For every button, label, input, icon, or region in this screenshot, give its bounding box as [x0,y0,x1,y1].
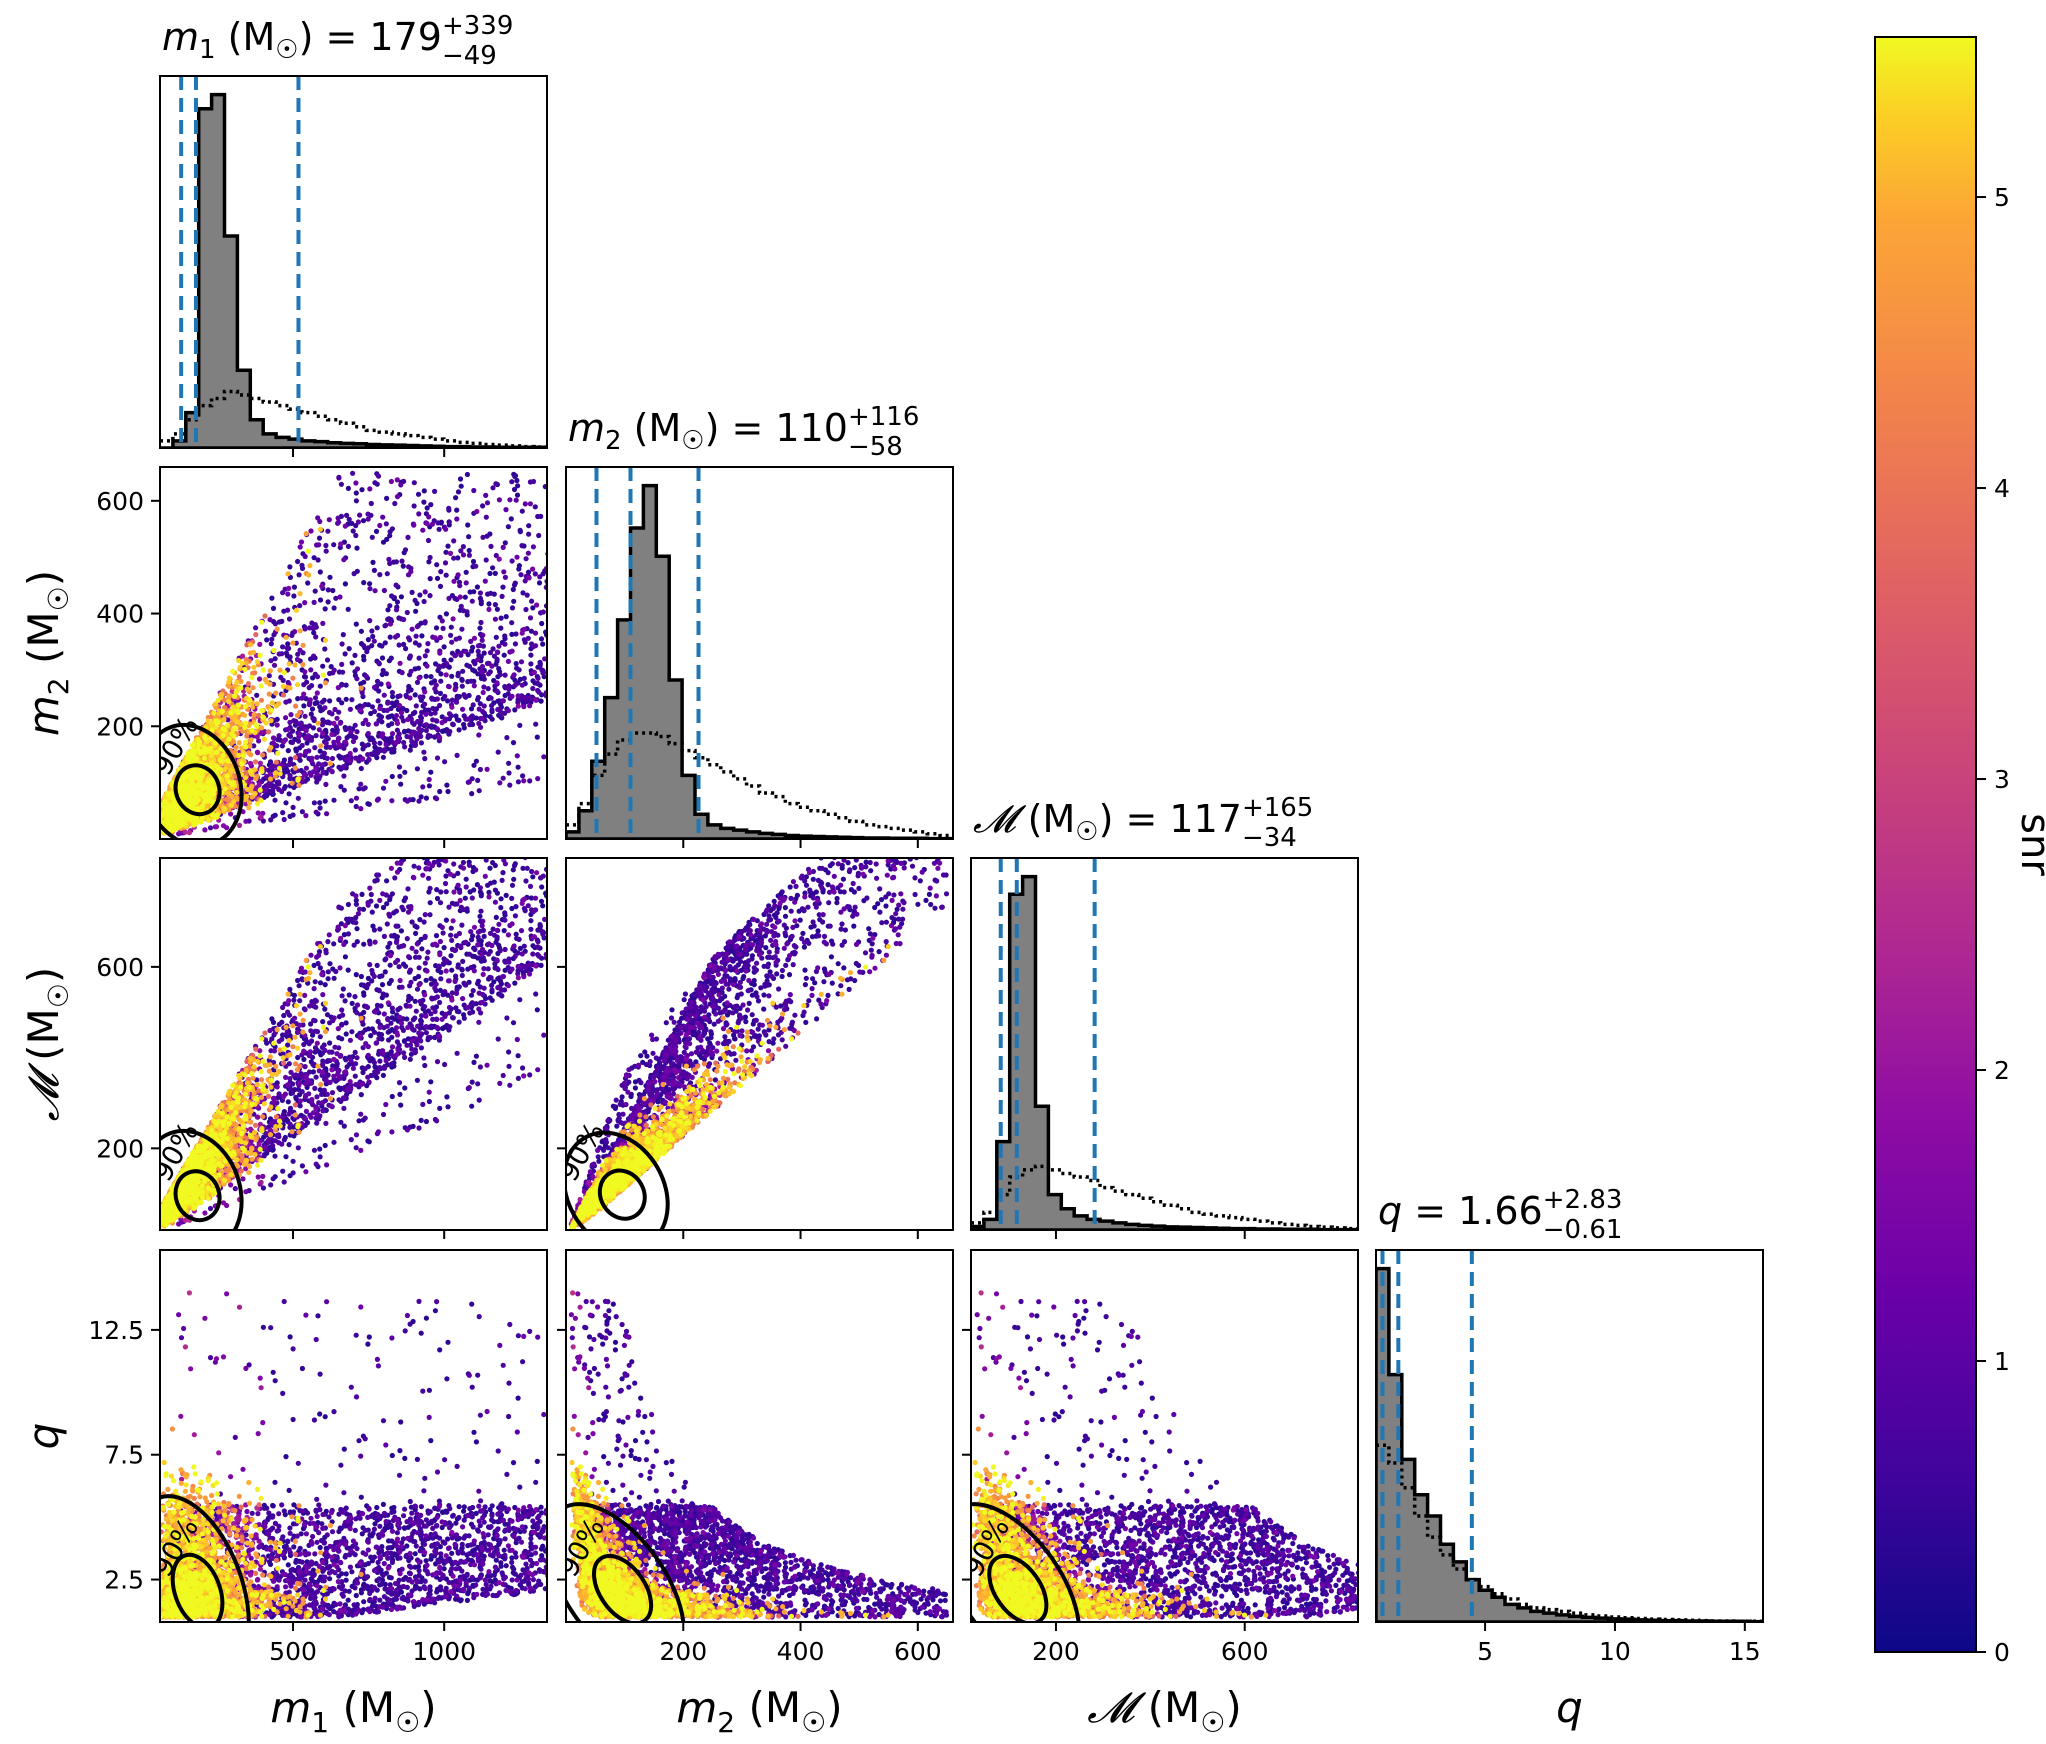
hist-panel-m1: m1 (M☉) = 179+339 −49 [159,11,548,457]
panel-frame [159,466,548,840]
posterior-histogram [971,874,1358,1230]
colorbar-tick-label: 3 [1994,765,2010,794]
prior-histogram [1376,1443,1763,1622]
axis-label-m2: m2 (M☉) [676,1683,842,1739]
axis-label-q: q [19,1423,68,1450]
contour-90 [160,722,244,839]
panel-frame [970,1249,1359,1623]
panel-title: 𝓜 (M☉) = 117+165 −34 [973,793,1313,853]
y-tick-label: 600 [96,487,144,516]
contour-90 [971,1502,1082,1622]
scatter-panel-m1-m2: 90% 200 400 600 [96,466,548,848]
posterior-histogram [566,483,953,839]
colorbar: 0 1 2 3 4 5 snr [1874,36,2046,1667]
y-tick-label: 2.5 [104,1566,144,1595]
panel-frame [159,857,548,1231]
scatter-points: 90% [566,858,950,1230]
x-tick-label: 15 [1729,1637,1761,1666]
y-tick-label: 12.5 [88,1316,144,1345]
panel-title: m2 (M☉) = 110+116 −58 [568,402,919,462]
x-tick-label: 200 [659,1637,707,1666]
colorbar-gradient [1874,36,1977,1653]
x-tick-label: 10 [1599,1637,1631,1666]
panel-frame [970,857,1359,1231]
scatter-points: 90% [160,858,547,1230]
y-tick-label: 7.5 [104,1441,144,1470]
panel-frame [1375,1249,1764,1623]
axis-label-m1: m1 (M☉) [270,1683,436,1739]
x-tick-label: 400 [777,1637,825,1666]
contour-90 [566,1502,687,1622]
panel-frame [565,1249,954,1623]
scatter-points: 90% [566,1290,950,1622]
panel-title: m1 (M☉) = 179+339 −49 [162,11,513,71]
panel-frame [159,1249,548,1623]
contour-90 [160,1494,251,1622]
x-tick-label: 600 [1221,1637,1269,1666]
contour-inner [987,1553,1049,1622]
posterior-histogram [1376,1266,1763,1622]
scatter-panel-m2-Mc: 90% [557,857,954,1239]
axis-label-m2: m2 (M☉) [19,570,75,736]
contour-90 [160,1128,244,1230]
y-tick-label: 600 [96,953,144,982]
contour-inner [597,1168,647,1221]
panel-frame [565,857,954,1231]
colorbar-label: snr [2012,813,2046,876]
y-tick-label: 200 [96,712,144,741]
hist-panel-m2: m2 (M☉) = 110+116 −58 [565,402,954,848]
prior-histogram [971,1164,1358,1230]
hist-panel-Mc: 𝓜 (M☉) = 117+165 −34 [970,793,1359,1239]
colorbar-tick-label: 1 [1994,1347,2010,1376]
scatter-points: 90% [160,1290,547,1622]
colorbar-tick-label: 4 [1994,474,2010,503]
colorbar-tick-label: 5 [1994,183,2010,212]
colorbar-tick-label: 2 [1994,1056,2010,1085]
axis-label-q: q [1556,1683,1583,1732]
scatter-panel-m1-q: 90% 500 1000 2.5 7.5 12.5 [88,1249,548,1666]
labels-layer: m1 (M☉) m2 (M☉) 𝓜 (M☉) q m2 (M☉) 𝓜 (M☉) q [19,570,1583,1739]
panel-frame [159,75,548,449]
x-tick-label: 500 [269,1637,317,1666]
y-tick-label: 400 [96,600,144,629]
axis-label-Mc: 𝓜 (M☉) [19,967,75,1122]
x-tick-label: 200 [1032,1637,1080,1666]
panels-layer: m1 (M☉) = 179+339 −49 m2 (M☉) = 110+116 −58… [88,11,1764,1666]
x-tick-label: 1000 [412,1637,476,1666]
scatter-panel-Mc-q: 90% 200 600 [962,1249,1359,1666]
panel-frame [565,466,954,840]
contour-inner [170,1552,225,1622]
contour-inner [173,1169,222,1223]
prior-histogram [160,389,547,448]
y-tick-label: 200 [96,1134,144,1163]
contour-90 [566,1130,670,1230]
hist-panel-q: 5 10 15 q = 1.66+2.83 −0.61 [1375,1185,1764,1666]
panel-title: q = 1.66+2.83 −0.61 [1378,1185,1622,1245]
scatter-panel-m1-Mc: 90% 200 600 [96,857,548,1239]
colorbar-tick-label: 0 [1994,1638,2010,1667]
scatter-points: 90% [160,470,547,839]
contour-inner [173,763,222,817]
scatter-panel-m2-q: 90% 200 400 600 [557,1249,954,1666]
x-tick-label: 600 [894,1637,942,1666]
scatter-points: 90% [971,1290,1358,1622]
contour-inner [592,1553,654,1622]
x-tick-label: 5 [1477,1637,1493,1666]
axis-label-Mc: 𝓜 (M☉) [1087,1683,1242,1739]
posterior-histogram [160,92,547,448]
